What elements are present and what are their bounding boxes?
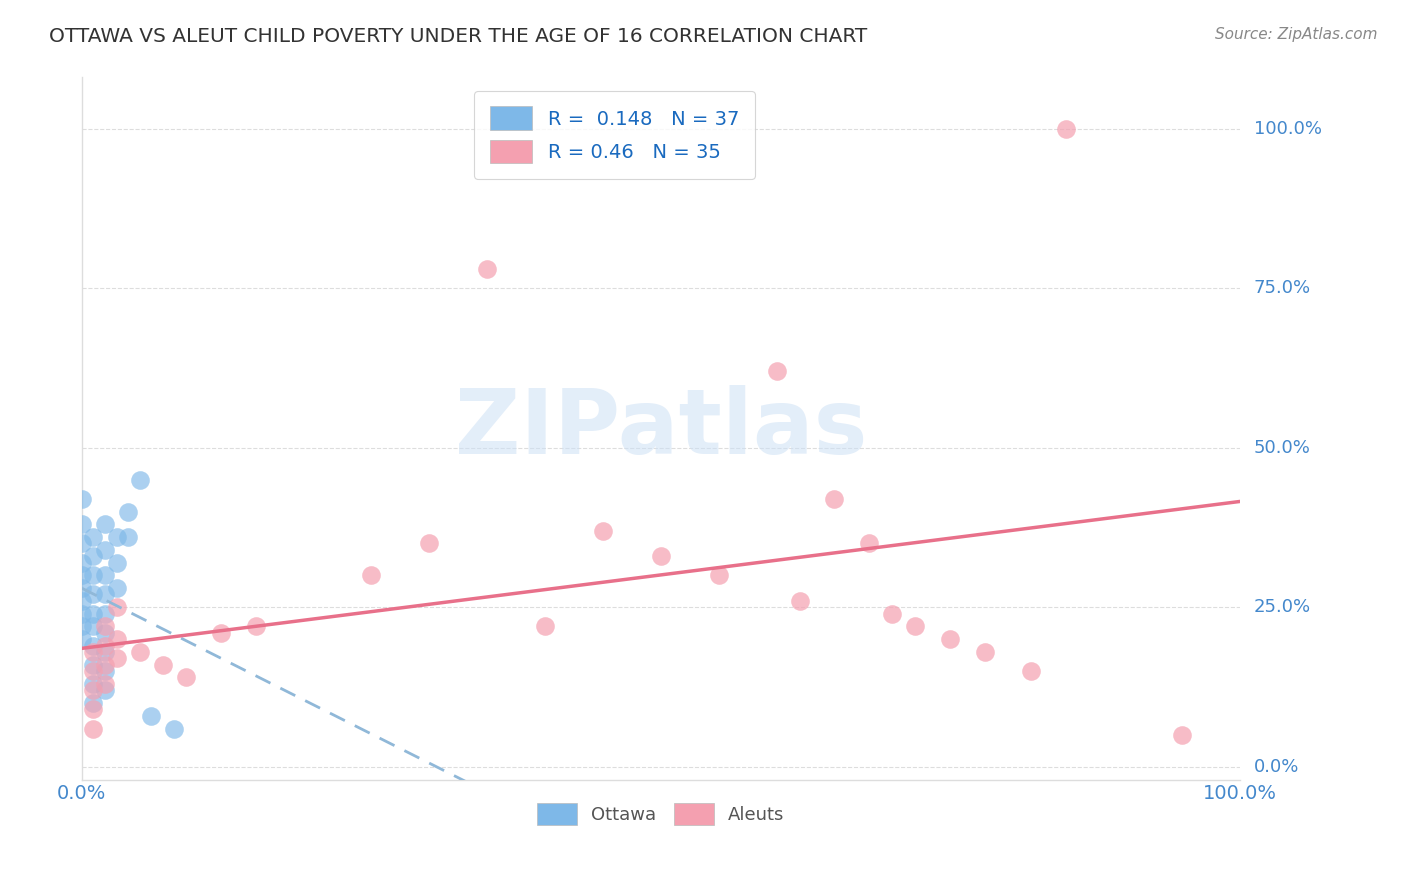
Point bbox=[141, 708, 163, 723]
Point bbox=[475, 262, 498, 277]
Point bbox=[94, 568, 117, 582]
Point bbox=[650, 549, 672, 564]
Point bbox=[858, 536, 880, 550]
Point bbox=[82, 530, 104, 544]
Text: Source: ZipAtlas.com: Source: ZipAtlas.com bbox=[1215, 27, 1378, 42]
Text: 0.0%: 0.0% bbox=[1254, 758, 1299, 776]
Point bbox=[70, 568, 93, 582]
Point bbox=[82, 683, 104, 698]
Point bbox=[94, 625, 117, 640]
Point bbox=[245, 619, 267, 633]
Point bbox=[1170, 728, 1192, 742]
Point bbox=[70, 619, 93, 633]
Point bbox=[82, 696, 104, 710]
Point bbox=[82, 657, 104, 672]
Point bbox=[82, 677, 104, 691]
Point bbox=[82, 722, 104, 736]
Point bbox=[94, 683, 117, 698]
Point bbox=[592, 524, 614, 538]
Point bbox=[82, 549, 104, 564]
Point bbox=[174, 671, 197, 685]
Point bbox=[105, 632, 128, 647]
Legend: Ottawa, Aleuts: Ottawa, Aleuts bbox=[527, 794, 794, 834]
Point bbox=[117, 504, 139, 518]
Point bbox=[105, 651, 128, 665]
Point bbox=[94, 607, 117, 621]
Point bbox=[94, 542, 117, 557]
Text: 50.0%: 50.0% bbox=[1254, 439, 1310, 457]
Point bbox=[94, 677, 117, 691]
Point bbox=[904, 619, 927, 633]
Point bbox=[707, 568, 730, 582]
Point bbox=[418, 536, 440, 550]
Point bbox=[82, 702, 104, 716]
Text: ZIPatlas: ZIPatlas bbox=[454, 384, 868, 473]
Point bbox=[82, 568, 104, 582]
Point bbox=[789, 594, 811, 608]
Text: 25.0%: 25.0% bbox=[1254, 599, 1310, 616]
Point bbox=[70, 536, 93, 550]
Point bbox=[94, 645, 117, 659]
Point bbox=[94, 517, 117, 532]
Point bbox=[70, 607, 93, 621]
Point bbox=[94, 639, 117, 653]
Point bbox=[105, 600, 128, 615]
Point bbox=[82, 587, 104, 601]
Point bbox=[534, 619, 557, 633]
Point bbox=[823, 491, 845, 506]
Point bbox=[974, 645, 997, 659]
Point bbox=[82, 664, 104, 678]
Point bbox=[94, 664, 117, 678]
Point bbox=[82, 639, 104, 653]
Point bbox=[360, 568, 382, 582]
Point bbox=[105, 530, 128, 544]
Text: OTTAWA VS ALEUT CHILD POVERTY UNDER THE AGE OF 16 CORRELATION CHART: OTTAWA VS ALEUT CHILD POVERTY UNDER THE … bbox=[49, 27, 868, 45]
Point bbox=[105, 556, 128, 570]
Point bbox=[94, 587, 117, 601]
Point bbox=[70, 491, 93, 506]
Point bbox=[70, 632, 93, 647]
Point bbox=[70, 594, 93, 608]
Point bbox=[1054, 121, 1077, 136]
Point bbox=[765, 364, 787, 378]
Point bbox=[163, 722, 186, 736]
Point bbox=[82, 645, 104, 659]
Point bbox=[152, 657, 174, 672]
Text: 75.0%: 75.0% bbox=[1254, 279, 1310, 297]
Point bbox=[128, 473, 150, 487]
Point bbox=[70, 517, 93, 532]
Point bbox=[209, 625, 232, 640]
Point bbox=[105, 581, 128, 595]
Point bbox=[939, 632, 962, 647]
Point bbox=[82, 619, 104, 633]
Point bbox=[94, 619, 117, 633]
Point bbox=[94, 657, 117, 672]
Point bbox=[70, 581, 93, 595]
Text: 100.0%: 100.0% bbox=[1254, 120, 1322, 137]
Point bbox=[70, 556, 93, 570]
Point bbox=[128, 645, 150, 659]
Point bbox=[1019, 664, 1042, 678]
Point bbox=[882, 607, 904, 621]
Point bbox=[117, 530, 139, 544]
Point bbox=[82, 607, 104, 621]
